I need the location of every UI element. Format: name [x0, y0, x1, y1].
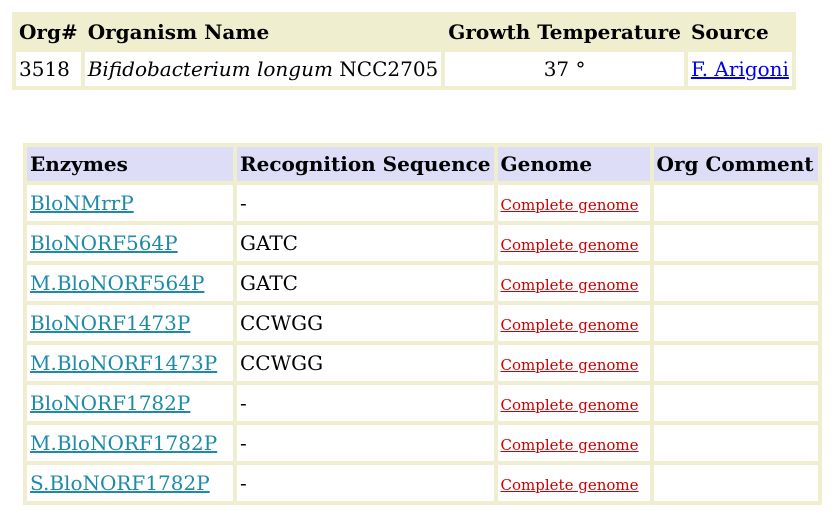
genome-cell: Complete genome	[497, 345, 650, 381]
genome-link[interactable]: Complete genome	[500, 476, 639, 494]
comment-cell	[653, 425, 818, 461]
table-row: M.BloNORF564P GATC Complete genome	[27, 265, 818, 301]
table-row: M.BloNORF1473P CCWGG Complete genome	[27, 345, 818, 381]
sequence-cell: -	[237, 385, 494, 421]
genome-cell: Complete genome	[497, 385, 650, 421]
comment-cell	[653, 185, 818, 221]
table-row: BloNMrrP - Complete genome	[27, 185, 818, 221]
header-org-comment: Org Comment	[653, 147, 818, 181]
enzyme-link[interactable]: M.BloNORF1782P	[30, 431, 218, 455]
organism-table: Org# Organism Name Growth Temperature So…	[12, 12, 796, 90]
genome-cell: Complete genome	[497, 185, 650, 221]
enzyme-cell: BloNMrrP	[27, 185, 233, 221]
table-row: BloNORF1473P CCWGG Complete genome	[27, 305, 818, 341]
genome-cell: Complete genome	[497, 225, 650, 261]
enzyme-link[interactable]: BloNORF564P	[30, 231, 178, 255]
comment-cell	[653, 265, 818, 301]
genome-cell: Complete genome	[497, 265, 650, 301]
comment-cell	[653, 385, 818, 421]
genome-link[interactable]: Complete genome	[500, 276, 639, 294]
table-row: BloNORF564P GATC Complete genome	[27, 225, 818, 261]
sequence-cell: -	[237, 425, 494, 461]
enzyme-link[interactable]: BloNMrrP	[30, 191, 134, 215]
source-link[interactable]: F. Arigoni	[690, 57, 789, 81]
genome-link[interactable]: Complete genome	[500, 396, 639, 414]
enzyme-cell: BloNORF1473P	[27, 305, 233, 341]
enzyme-cell: M.BloNORF564P	[27, 265, 233, 301]
organism-header-row: Org# Organism Name Growth Temperature So…	[16, 16, 792, 48]
comment-cell	[653, 305, 818, 341]
organism-name-cell: Bifidobacterium longum NCC2705	[84, 52, 442, 86]
genome-cell: Complete genome	[497, 425, 650, 461]
enzyme-cell: M.BloNORF1473P	[27, 345, 233, 381]
source-cell: F. Arigoni	[687, 52, 792, 86]
comment-cell	[653, 225, 818, 261]
sequence-cell: -	[237, 185, 494, 221]
enzyme-cell: S.BloNORF1782P	[27, 465, 233, 501]
comment-cell	[653, 465, 818, 501]
table-row: BloNORF1782P - Complete genome	[27, 385, 818, 421]
table-row: S.BloNORF1782P - Complete genome	[27, 465, 818, 501]
genome-link[interactable]: Complete genome	[500, 436, 639, 454]
sequence-cell: CCWGG	[237, 345, 494, 381]
genome-link[interactable]: Complete genome	[500, 316, 639, 334]
enzyme-header-row: Enzymes Recognition Sequence Genome Org …	[27, 147, 818, 181]
header-organism-name: Organism Name	[84, 16, 442, 48]
sequence-cell: CCWGG	[237, 305, 494, 341]
enzyme-cell: BloNORF564P	[27, 225, 233, 261]
header-source: Source	[687, 16, 792, 48]
genome-cell: Complete genome	[497, 465, 650, 501]
header-growth-temperature: Growth Temperature	[445, 16, 684, 48]
organism-strain: NCC2705	[332, 57, 439, 81]
enzyme-link[interactable]: M.BloNORF564P	[30, 271, 205, 295]
table-row: M.BloNORF1782P - Complete genome	[27, 425, 818, 461]
comment-cell	[653, 345, 818, 381]
genome-cell: Complete genome	[497, 305, 650, 341]
enzyme-link[interactable]: BloNORF1782P	[30, 391, 191, 415]
sequence-cell: GATC	[237, 225, 494, 261]
sequence-cell: -	[237, 465, 494, 501]
enzyme-link[interactable]: M.BloNORF1473P	[30, 351, 218, 375]
header-genome: Genome	[497, 147, 650, 181]
enzyme-link[interactable]: S.BloNORF1782P	[30, 471, 210, 495]
enzyme-link[interactable]: BloNORF1473P	[30, 311, 191, 335]
organism-species: Bifidobacterium longum	[87, 57, 333, 81]
enzyme-table: Enzymes Recognition Sequence Genome Org …	[23, 143, 822, 505]
genome-link[interactable]: Complete genome	[500, 196, 639, 214]
header-recognition-sequence: Recognition Sequence	[237, 147, 494, 181]
header-org-num: Org#	[16, 16, 81, 48]
enzyme-cell: M.BloNORF1782P	[27, 425, 233, 461]
growth-temperature-cell: 37 °	[445, 52, 684, 86]
org-num-cell: 3518	[16, 52, 81, 86]
header-enzymes: Enzymes	[27, 147, 233, 181]
genome-link[interactable]: Complete genome	[500, 236, 639, 254]
organism-row: 3518 Bifidobacterium longum NCC2705 37 °…	[16, 52, 792, 86]
sequence-cell: GATC	[237, 265, 494, 301]
enzyme-cell: BloNORF1782P	[27, 385, 233, 421]
genome-link[interactable]: Complete genome	[500, 356, 639, 374]
